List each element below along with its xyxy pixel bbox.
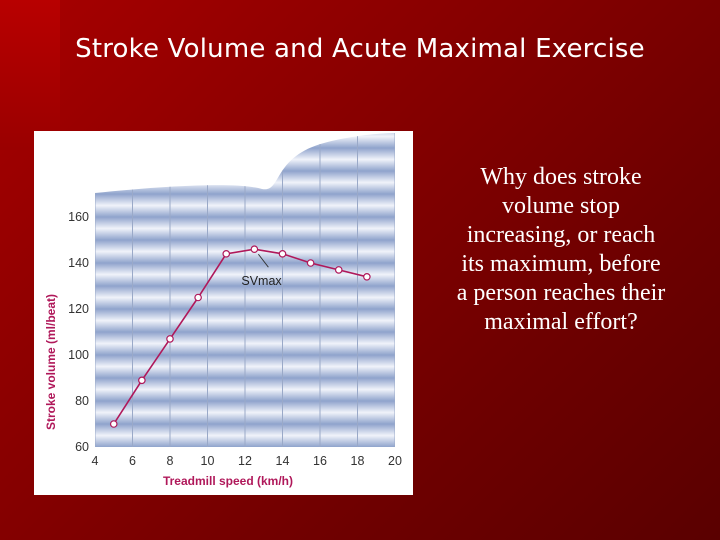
y-axis-ticks: 60 80 100 120 140 160 (68, 210, 89, 454)
data-point (138, 376, 146, 385)
plot-band (95, 133, 395, 148)
annotation-leader (258, 253, 269, 268)
x-tick-label: 18 (351, 454, 365, 468)
chart-panel: 60 80 100 120 140 160 4 6 8 10 12 14 16 18 20 SVmax T… (34, 131, 413, 495)
x-axis-ticks: 4 6 8 10 12 14 16 18 20 (92, 454, 402, 468)
x-tick-label: 10 (201, 454, 215, 468)
data-point (334, 266, 343, 274)
data-point (278, 250, 287, 258)
annotation-label: SVmax (241, 274, 282, 288)
y-tick-label: 60 (75, 440, 89, 454)
y-tick-label: 100 (68, 348, 89, 362)
y-tick-label: 140 (68, 256, 89, 270)
y-tick-label: 80 (75, 394, 89, 408)
data-point (306, 259, 315, 267)
annotations: SVmax (241, 253, 282, 288)
x-tick-label: 8 (167, 454, 174, 468)
data-point (363, 273, 371, 281)
x-tick-label: 12 (238, 454, 252, 468)
data-point (222, 250, 231, 258)
x-tick-label: 20 (388, 454, 402, 468)
data-point (166, 335, 174, 343)
question-text: Why does stroke volume stop increasing, … (456, 164, 666, 335)
x-tick-label: 6 (129, 454, 136, 468)
x-axis-label: Treadmill speed (km/h) (163, 474, 293, 488)
plot-band (95, 148, 395, 171)
series-line (113, 248, 368, 425)
x-tick-label: 4 (92, 454, 99, 468)
y-tick-label: 160 (68, 210, 89, 224)
x-tick-label: 16 (313, 454, 327, 468)
data-point (250, 245, 259, 254)
slide-title: Stroke Volume and Acute Maximal Exercise (75, 34, 645, 64)
background-corner (0, 0, 60, 150)
data-point (194, 293, 202, 302)
x-tick-label: 14 (276, 454, 290, 468)
series-group (109, 245, 371, 428)
y-tick-label: 120 (68, 302, 89, 316)
stroke-volume-chart: 60 80 100 120 140 160 4 6 8 10 12 14 16 18 20 SVmax T… (44, 133, 402, 488)
y-axis-label: Stroke volume (ml/beat) (44, 294, 58, 430)
data-point (109, 420, 118, 428)
